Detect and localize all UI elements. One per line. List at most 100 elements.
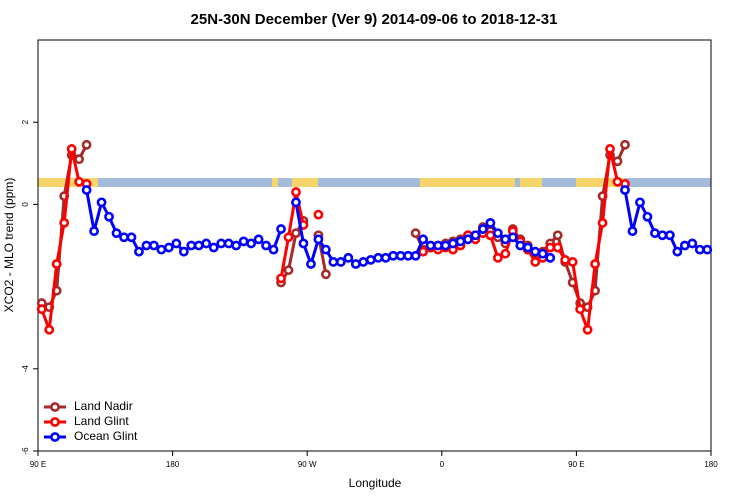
- series-line: [41, 144, 627, 310]
- data-point: [582, 324, 593, 335]
- data-point: [231, 240, 242, 251]
- data-point: [335, 257, 346, 267]
- x-axis-label: Longitude: [349, 476, 402, 490]
- y-tick-label: -4: [21, 365, 30, 373]
- data-point: [620, 185, 630, 195]
- data-point: [642, 211, 653, 222]
- data-point: [298, 238, 309, 249]
- data-point: [380, 252, 391, 263]
- data-point: [522, 242, 533, 253]
- data-point: [343, 252, 354, 263]
- data-point: [216, 238, 227, 249]
- data-point: [134, 246, 144, 257]
- data-point: [66, 144, 77, 154]
- data-point: [74, 154, 85, 165]
- data-point: [448, 238, 458, 249]
- data-point: [276, 224, 286, 234]
- data-point: [268, 244, 279, 255]
- data-point: [261, 240, 271, 251]
- data-point: [96, 197, 107, 208]
- legend-label: Land Glint: [74, 414, 129, 428]
- data-point: [291, 228, 301, 239]
- chart-title: 25N-30N December (Ver 9) 2014-09-06 to 2…: [191, 11, 558, 28]
- data-point: [291, 197, 301, 208]
- data-point: [463, 234, 473, 245]
- x-tick-label: 180: [704, 460, 718, 469]
- data-point: [253, 234, 264, 245]
- legend-swatch-point: [50, 432, 60, 442]
- data-point: [81, 185, 92, 195]
- data-point: [306, 259, 316, 269]
- data-point: [223, 238, 234, 249]
- data-point: [470, 230, 481, 241]
- x-tick-label: 90 E: [568, 460, 584, 469]
- land-ocean-band: [38, 178, 711, 187]
- data-point: [672, 246, 683, 257]
- data-point: [657, 230, 668, 241]
- data-point: [126, 232, 137, 243]
- data-point: [320, 269, 331, 280]
- data-point: [597, 217, 608, 228]
- data-point: [537, 248, 548, 259]
- data-point: [410, 228, 421, 239]
- x-tick-label: 180: [166, 460, 180, 469]
- data-point: [171, 238, 182, 249]
- data-point: [425, 240, 436, 251]
- data-point: [485, 217, 496, 228]
- data-point: [500, 248, 511, 259]
- data-point: [440, 240, 451, 251]
- data-point: [186, 240, 197, 251]
- data-point: [530, 246, 541, 257]
- data-point: [178, 246, 189, 257]
- data-point: [358, 257, 369, 267]
- y-axis-label: XCO2 - MLO trend (ppm): [2, 178, 16, 313]
- data-point: [679, 240, 690, 251]
- legend-label: Land Nadir: [74, 399, 133, 413]
- data-point: [702, 244, 713, 255]
- data-point: [492, 228, 503, 239]
- data-point: [687, 238, 698, 249]
- data-point: [552, 230, 563, 241]
- data-point: [74, 176, 85, 187]
- data-point: [612, 156, 623, 167]
- data-point: [507, 232, 518, 243]
- data-point: [492, 252, 503, 263]
- data-point: [238, 236, 249, 247]
- data-point: [44, 324, 55, 335]
- data-point: [328, 257, 339, 267]
- x-tick-label: 0: [440, 460, 445, 469]
- data-point: [635, 197, 645, 208]
- data-point: [485, 230, 496, 241]
- data-point: [575, 304, 586, 315]
- data-point: [620, 139, 630, 150]
- data-point: [59, 217, 70, 228]
- x-tick-label: 90 W: [298, 460, 317, 469]
- legend-swatch-point: [50, 417, 60, 427]
- legend-label: Ocean Glint: [74, 429, 138, 443]
- data-point: [590, 259, 600, 269]
- data-point: [36, 304, 47, 315]
- data-point: [545, 252, 556, 263]
- data-point: [567, 257, 578, 267]
- data-point: [395, 250, 406, 261]
- data-point: [530, 257, 541, 267]
- data-point: [388, 250, 399, 261]
- y-tick-label: 2: [21, 119, 30, 124]
- data-point: [418, 234, 429, 245]
- data-point: [51, 259, 62, 269]
- data-point: [163, 242, 174, 253]
- data-point: [478, 224, 488, 234]
- data-point: [612, 176, 623, 187]
- data-point: [455, 236, 466, 247]
- y-tick-label: -6: [21, 447, 30, 455]
- data-point: [119, 232, 129, 243]
- data-point: [664, 230, 675, 241]
- plot-frame: [37, 39, 712, 452]
- data-point: [545, 242, 556, 253]
- data-point: [552, 242, 563, 253]
- x-tick-label: 90 E: [30, 460, 46, 469]
- data-point: [104, 211, 114, 222]
- data-point: [694, 244, 705, 255]
- data-point: [313, 234, 324, 245]
- data-point: [208, 242, 219, 253]
